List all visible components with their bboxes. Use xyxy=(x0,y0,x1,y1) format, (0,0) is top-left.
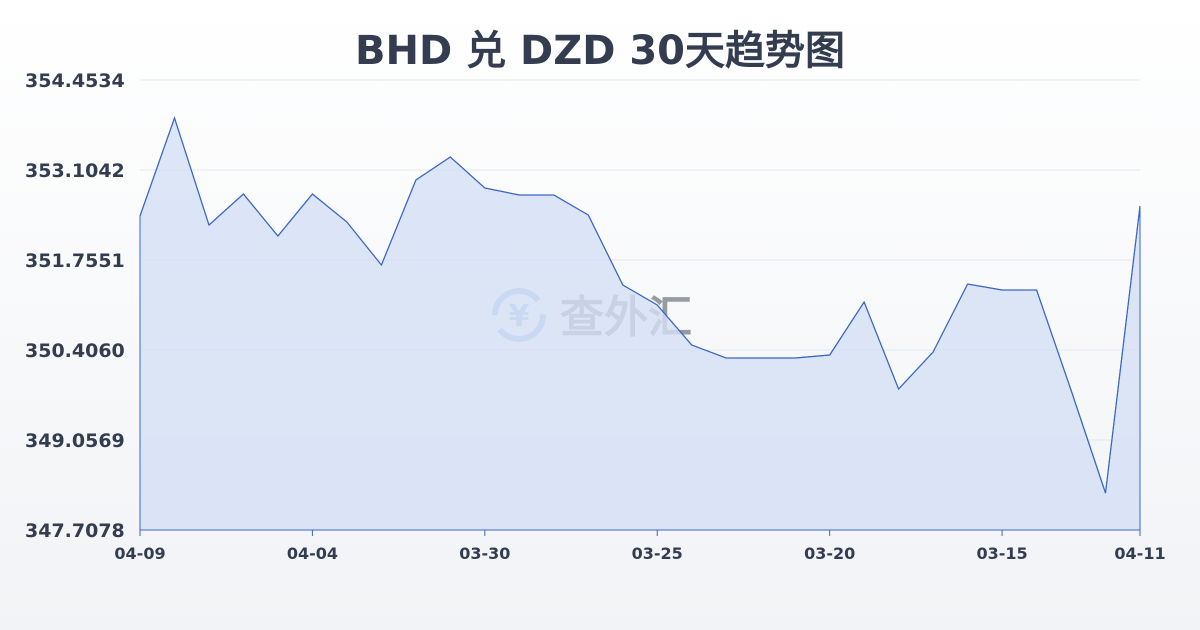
data-point xyxy=(759,357,762,360)
series-line xyxy=(139,116,1141,494)
x-tick-label: 03-15 xyxy=(976,544,1027,563)
data-point xyxy=(828,353,831,356)
data-point xyxy=(1070,388,1073,391)
x-tick-label: 03-30 xyxy=(459,544,510,563)
data-point xyxy=(1001,289,1004,292)
data-point xyxy=(1104,491,1107,494)
data-point xyxy=(656,304,659,307)
x-tick-label: 04-11 xyxy=(1114,544,1165,563)
data-point xyxy=(725,357,728,360)
y-tick-label: 350.4060 xyxy=(25,340,125,362)
data-point xyxy=(690,343,693,346)
y-tick-label: 354.4534 xyxy=(25,70,125,92)
data-point xyxy=(1035,289,1038,292)
data-point xyxy=(897,387,900,390)
data-point xyxy=(311,193,314,196)
data-point xyxy=(1139,205,1142,208)
data-point xyxy=(173,116,176,119)
data-point xyxy=(483,186,486,189)
data-point xyxy=(518,194,521,197)
x-tick-label: 03-25 xyxy=(632,544,683,563)
data-point xyxy=(552,194,555,197)
data-point xyxy=(449,156,452,159)
data-point xyxy=(414,178,417,181)
data-point xyxy=(966,282,969,285)
data-point xyxy=(345,220,348,223)
y-tick-label: 353.1042 xyxy=(25,160,125,182)
data-point xyxy=(139,215,142,218)
data-point xyxy=(932,350,935,353)
x-tick-label: 04-09 xyxy=(114,544,165,563)
data-point xyxy=(276,235,279,238)
y-tick-label: 347.7078 xyxy=(25,520,125,542)
area-fill xyxy=(139,116,1141,531)
data-point xyxy=(621,284,624,287)
data-point xyxy=(242,193,245,196)
data-point xyxy=(380,264,383,267)
y-tick-label: 349.0569 xyxy=(25,430,125,452)
y-tick-label: 351.7551 xyxy=(25,250,125,272)
data-point xyxy=(794,357,797,360)
data-point xyxy=(587,214,590,217)
x-tick-label: 04-04 xyxy=(287,544,338,563)
x-tick-label: 03-20 xyxy=(804,544,855,563)
chart-title: BHD 兑 DZD 30天趋势图 xyxy=(354,28,846,74)
data-point xyxy=(207,224,210,227)
data-point xyxy=(863,300,866,303)
